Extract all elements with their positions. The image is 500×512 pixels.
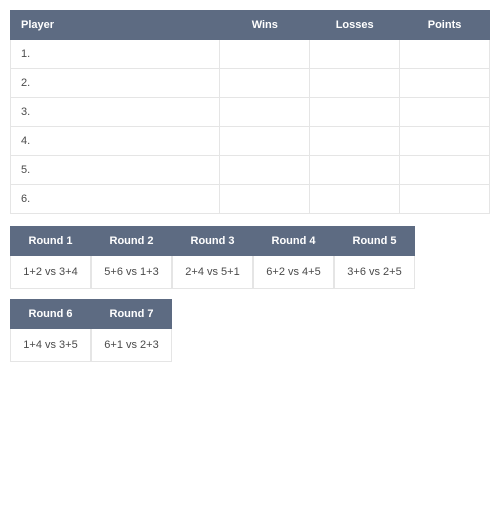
round-block: Round 2 5+6 vs 1+3	[91, 226, 172, 289]
standings-losses	[310, 127, 400, 156]
round-block: Round 3 2+4 vs 5+1	[172, 226, 253, 289]
standings-player: 1.	[11, 40, 220, 69]
standings-wins	[220, 156, 310, 185]
round-label: Round 7	[92, 300, 172, 329]
standings-points	[400, 127, 490, 156]
standings-wins	[220, 40, 310, 69]
round-label: Round 2	[92, 227, 172, 256]
round-block: Round 7 6+1 vs 2+3	[91, 299, 172, 362]
standings-points	[400, 98, 490, 127]
standings-header-row: Player Wins Losses Points	[11, 11, 490, 40]
standings-player: 4.	[11, 127, 220, 156]
standings-losses	[310, 156, 400, 185]
round-match: 1+2 vs 3+4	[11, 256, 91, 289]
standings-wins	[220, 185, 310, 214]
round-match: 6+1 vs 2+3	[92, 329, 172, 362]
table-row: 4.	[11, 127, 490, 156]
standings-header-wins: Wins	[220, 11, 310, 40]
table-row: 2.	[11, 69, 490, 98]
standings-points	[400, 69, 490, 98]
standings-points	[400, 156, 490, 185]
standings-losses	[310, 185, 400, 214]
table-row: 6.	[11, 185, 490, 214]
round-match: 1+4 vs 3+5	[11, 329, 91, 362]
standings-player: 2.	[11, 69, 220, 98]
round-label: Round 1	[11, 227, 91, 256]
round-match: 3+6 vs 2+5	[335, 256, 415, 289]
standings-losses	[310, 40, 400, 69]
round-block: Round 4 6+2 vs 4+5	[253, 226, 334, 289]
standings-player: 5.	[11, 156, 220, 185]
round-block: Round 5 3+6 vs 2+5	[334, 226, 415, 289]
standings-table: Player Wins Losses Points 1. 2. 3. 4.	[10, 10, 490, 214]
standings-losses	[310, 98, 400, 127]
round-label: Round 6	[11, 300, 91, 329]
round-label: Round 3	[173, 227, 253, 256]
round-match: 5+6 vs 1+3	[92, 256, 172, 289]
rounds-container: Round 1 1+2 vs 3+4 Round 2 5+6 vs 1+3 Ro…	[10, 226, 490, 372]
round-label: Round 5	[335, 227, 415, 256]
round-label: Round 4	[254, 227, 334, 256]
standings-losses	[310, 69, 400, 98]
standings-wins	[220, 127, 310, 156]
standings-wins	[220, 69, 310, 98]
table-row: 3.	[11, 98, 490, 127]
standings-header-player: Player	[11, 11, 220, 40]
table-row: 1.	[11, 40, 490, 69]
standings-header-points: Points	[400, 11, 490, 40]
round-match: 6+2 vs 4+5	[254, 256, 334, 289]
round-block: Round 6 1+4 vs 3+5	[10, 299, 91, 362]
round-block: Round 1 1+2 vs 3+4	[10, 226, 91, 289]
standings-wins	[220, 98, 310, 127]
standings-player: 3.	[11, 98, 220, 127]
standings-player: 6.	[11, 185, 220, 214]
standings-points	[400, 40, 490, 69]
round-match: 2+4 vs 5+1	[173, 256, 253, 289]
standings-header-losses: Losses	[310, 11, 400, 40]
standings-points	[400, 185, 490, 214]
table-row: 5.	[11, 156, 490, 185]
